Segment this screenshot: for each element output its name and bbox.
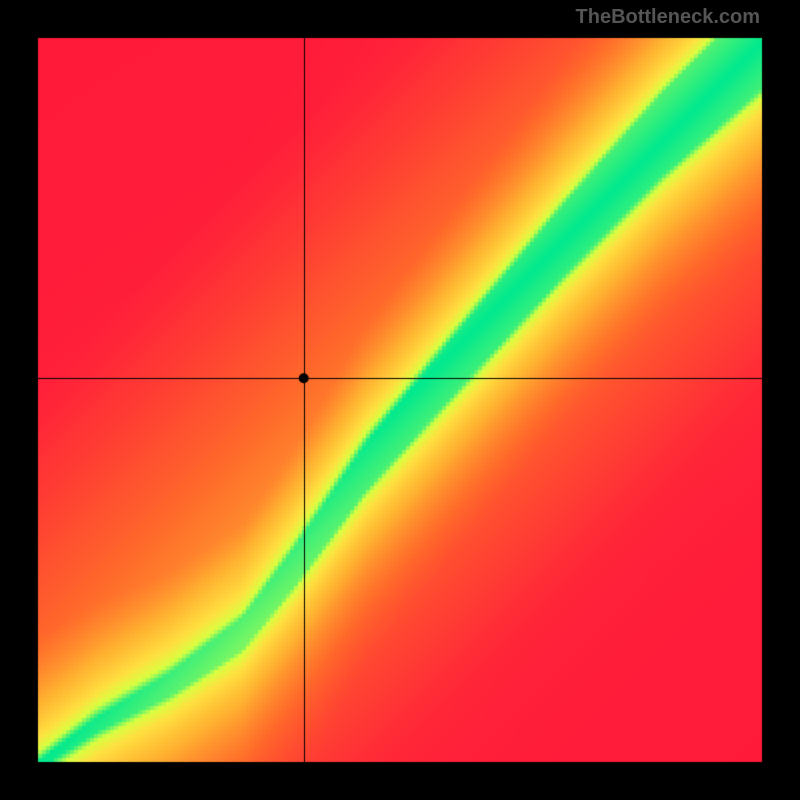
watermark-text: TheBottleneck.com bbox=[576, 6, 760, 29]
chart-frame: TheBottleneck.com bbox=[0, 0, 800, 800]
bottleneck-heatmap bbox=[0, 0, 800, 800]
